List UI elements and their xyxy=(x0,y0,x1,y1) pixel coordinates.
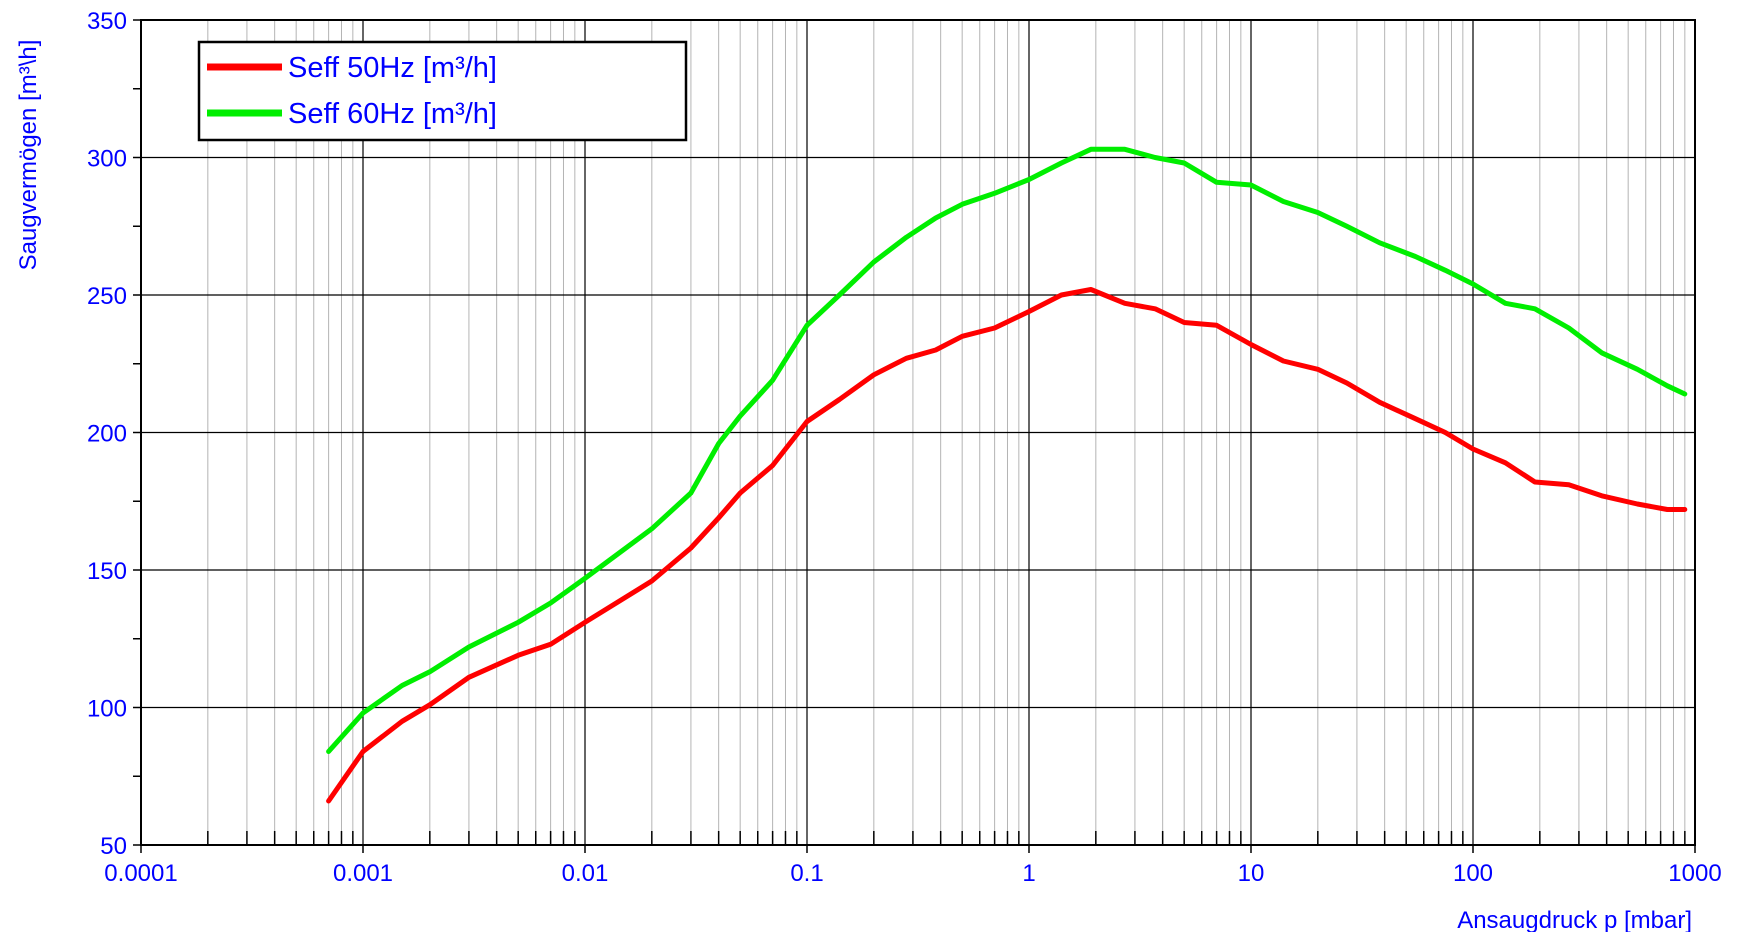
y-tick-label: 150 xyxy=(87,558,127,585)
series-lines xyxy=(326,146,1688,804)
x-tick-label: 1000 xyxy=(1668,860,1721,887)
x-tick-label: 0.1 xyxy=(790,860,823,887)
legend-label-50hz: Seff 50Hz [m³/h] xyxy=(288,52,497,84)
y-tick-label: 350 xyxy=(87,8,127,35)
tick-marks xyxy=(133,19,1696,853)
y-tick-label: 300 xyxy=(87,146,127,173)
y-axis-title: Saugvermögen [m³\h] xyxy=(15,40,42,271)
y-tick-label: 200 xyxy=(87,421,127,448)
legend-box xyxy=(197,40,688,142)
x-tick-label: 10 xyxy=(1238,860,1265,887)
legend-label-60hz: Seff 60Hz [m³/h] xyxy=(288,98,497,130)
x-tick-label: 0.01 xyxy=(562,860,609,887)
series-line-0 xyxy=(326,287,1688,804)
x-tick-label: 100 xyxy=(1453,860,1493,887)
series-line-1 xyxy=(326,146,1688,754)
x-axis-title: Ansaugdruck p [mbar] xyxy=(1457,907,1692,932)
major-grid xyxy=(140,19,1696,846)
y-tick-label: 100 xyxy=(87,696,127,723)
x-tick-label: 1 xyxy=(1022,860,1035,887)
legend: Seff 50Hz [m³/h] Seff 60Hz [m³/h] xyxy=(197,40,688,142)
x-tick-label: 0.0001 xyxy=(104,860,177,887)
y-tick-label: 250 xyxy=(87,283,127,310)
tick-labels: 0.0001 0.001 0.01 0.1 1 10 100 1000 50 100 150 200 2… xyxy=(87,8,1722,887)
x-tick-label: 0.001 xyxy=(333,860,393,887)
y-tick-label: 50 xyxy=(100,833,127,860)
